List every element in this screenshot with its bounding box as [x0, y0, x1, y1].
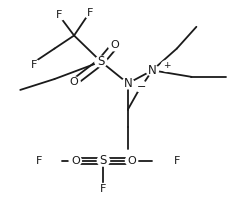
Text: +: +: [163, 62, 171, 71]
Circle shape: [122, 78, 134, 89]
Text: −: −: [137, 82, 146, 92]
Circle shape: [146, 65, 158, 76]
Text: N: N: [123, 77, 132, 90]
Text: O: O: [70, 77, 78, 87]
Text: F: F: [174, 156, 180, 166]
Text: N: N: [148, 64, 157, 77]
Text: F: F: [56, 10, 62, 20]
Circle shape: [68, 77, 80, 88]
Circle shape: [108, 40, 121, 51]
Text: O: O: [71, 156, 80, 166]
Circle shape: [97, 155, 109, 166]
Circle shape: [97, 184, 109, 194]
Circle shape: [95, 56, 107, 67]
Circle shape: [28, 59, 40, 70]
Circle shape: [32, 155, 45, 166]
Text: S: S: [97, 55, 105, 68]
Text: O: O: [127, 156, 136, 166]
Text: F: F: [35, 156, 42, 166]
Circle shape: [135, 81, 147, 92]
Text: F: F: [31, 60, 37, 70]
Circle shape: [161, 60, 173, 71]
Circle shape: [53, 9, 65, 20]
Text: F: F: [87, 8, 93, 18]
Text: S: S: [100, 154, 107, 167]
Circle shape: [84, 7, 96, 18]
Circle shape: [125, 155, 138, 166]
Text: F: F: [100, 184, 107, 194]
Circle shape: [171, 155, 183, 166]
Text: O: O: [110, 40, 119, 50]
Circle shape: [69, 155, 81, 166]
